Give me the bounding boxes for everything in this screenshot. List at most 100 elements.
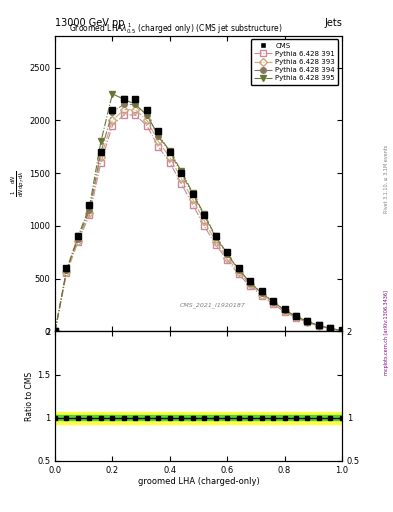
Pythia 6.428 394 <box>317 323 321 329</box>
Pythia 6.428 394 <box>340 328 344 334</box>
Line: Pythia 6.428 394: Pythia 6.428 394 <box>52 102 345 334</box>
CMS <box>75 233 80 240</box>
Pythia 6.428 395 <box>133 101 138 108</box>
Pythia 6.428 395 <box>87 204 92 210</box>
Pythia 6.428 395 <box>259 290 264 296</box>
Pythia 6.428 393 <box>225 254 230 261</box>
Pythia 6.428 393 <box>121 106 126 113</box>
Pythia 6.428 393 <box>213 239 218 245</box>
CMS <box>282 306 287 312</box>
Pythia 6.428 395 <box>317 323 321 329</box>
Pythia 6.428 395 <box>190 190 195 196</box>
Pythia 6.428 391 <box>282 309 287 315</box>
Pythia 6.428 395 <box>236 266 241 272</box>
Pythia 6.428 394 <box>190 191 195 197</box>
Pythia 6.428 395 <box>75 233 80 240</box>
Pythia 6.428 394 <box>121 101 126 108</box>
CMS <box>236 265 241 271</box>
CMS <box>271 298 275 304</box>
CMS <box>87 202 92 208</box>
Pythia 6.428 391 <box>328 326 333 332</box>
Pythia 6.428 391 <box>53 328 57 334</box>
Pythia 6.428 391 <box>271 301 275 307</box>
Pythia 6.428 395 <box>99 138 103 144</box>
Pythia 6.428 394 <box>236 267 241 273</box>
Pythia 6.428 394 <box>328 326 333 332</box>
Pythia 6.428 395 <box>328 325 333 331</box>
Pythia 6.428 394 <box>53 328 57 334</box>
Pythia 6.428 394 <box>156 133 161 139</box>
Pythia 6.428 394 <box>99 149 103 155</box>
Pythia 6.428 393 <box>248 282 252 288</box>
Pythia 6.428 394 <box>225 251 230 258</box>
Pythia 6.428 393 <box>340 328 344 334</box>
Pythia 6.428 394 <box>282 307 287 313</box>
CMS <box>317 322 321 328</box>
Pythia 6.428 395 <box>156 132 161 138</box>
Pythia 6.428 394 <box>305 318 310 325</box>
CMS <box>259 288 264 294</box>
Pythia 6.428 393 <box>305 319 310 325</box>
Pythia 6.428 391 <box>99 159 103 165</box>
CMS <box>225 249 230 255</box>
Text: mcplots.cern.ch [arXiv:1306.3436]: mcplots.cern.ch [arXiv:1306.3436] <box>384 290 389 375</box>
Pythia 6.428 394 <box>64 267 69 273</box>
Bar <box>55 415 342 420</box>
Line: Pythia 6.428 391: Pythia 6.428 391 <box>52 112 345 334</box>
Pythia 6.428 394 <box>213 234 218 241</box>
Pythia 6.428 391 <box>294 315 298 321</box>
Pythia 6.428 395 <box>225 250 230 257</box>
Y-axis label: Ratio to CMS: Ratio to CMS <box>25 372 34 421</box>
Pythia 6.428 395 <box>167 148 172 154</box>
Pythia 6.428 393 <box>179 175 184 181</box>
Pythia 6.428 395 <box>282 307 287 313</box>
Pythia 6.428 395 <box>340 328 344 334</box>
Bar <box>55 412 342 424</box>
CMS <box>145 106 149 113</box>
Pythia 6.428 391 <box>75 239 80 245</box>
Pythia 6.428 394 <box>179 170 184 176</box>
Pythia 6.428 391 <box>156 144 161 150</box>
Pythia 6.428 395 <box>271 298 275 305</box>
Pythia 6.428 395 <box>145 112 149 118</box>
Pythia 6.428 393 <box>75 238 80 244</box>
Pythia 6.428 393 <box>87 210 92 216</box>
Pythia 6.428 395 <box>213 233 218 240</box>
Pythia 6.428 395 <box>64 267 69 273</box>
Pythia 6.428 394 <box>259 290 264 296</box>
Text: Groomed LHA$\lambda^{1}_{0.5}$ (charged only) (CMS jet substructure): Groomed LHA$\lambda^{1}_{0.5}$ (charged … <box>70 21 283 36</box>
Pythia 6.428 391 <box>110 122 115 129</box>
Pythia 6.428 393 <box>328 326 333 332</box>
CMS <box>133 96 138 102</box>
Pythia 6.428 393 <box>190 197 195 203</box>
Pythia 6.428 393 <box>167 154 172 160</box>
Pythia 6.428 391 <box>133 112 138 118</box>
Pythia 6.428 394 <box>271 299 275 305</box>
CMS <box>213 233 218 240</box>
Pythia 6.428 393 <box>294 314 298 321</box>
Pythia 6.428 391 <box>167 159 172 165</box>
Pythia 6.428 391 <box>87 212 92 219</box>
Pythia 6.428 391 <box>145 122 149 129</box>
Pythia 6.428 395 <box>53 328 57 334</box>
Pythia 6.428 394 <box>167 149 172 155</box>
Pythia 6.428 394 <box>75 236 80 242</box>
Pythia 6.428 394 <box>133 101 138 108</box>
Pythia 6.428 393 <box>99 154 103 160</box>
CMS <box>110 106 115 113</box>
Pythia 6.428 393 <box>282 308 287 314</box>
CMS <box>294 312 298 318</box>
Pythia 6.428 391 <box>64 270 69 276</box>
CMS <box>305 318 310 324</box>
Pythia 6.428 393 <box>202 218 207 224</box>
Pythia 6.428 395 <box>248 280 252 286</box>
CMS <box>156 128 161 134</box>
CMS <box>99 149 103 155</box>
Text: Rivet 3.1.10, ≥ 3.1M events: Rivet 3.1.10, ≥ 3.1M events <box>384 145 389 214</box>
Pythia 6.428 394 <box>145 112 149 118</box>
Pythia 6.428 394 <box>202 212 207 219</box>
Pythia 6.428 393 <box>133 106 138 113</box>
Pythia 6.428 391 <box>236 271 241 278</box>
Pythia 6.428 393 <box>64 269 69 275</box>
X-axis label: groomed LHA (charged-only): groomed LHA (charged-only) <box>138 477 259 486</box>
